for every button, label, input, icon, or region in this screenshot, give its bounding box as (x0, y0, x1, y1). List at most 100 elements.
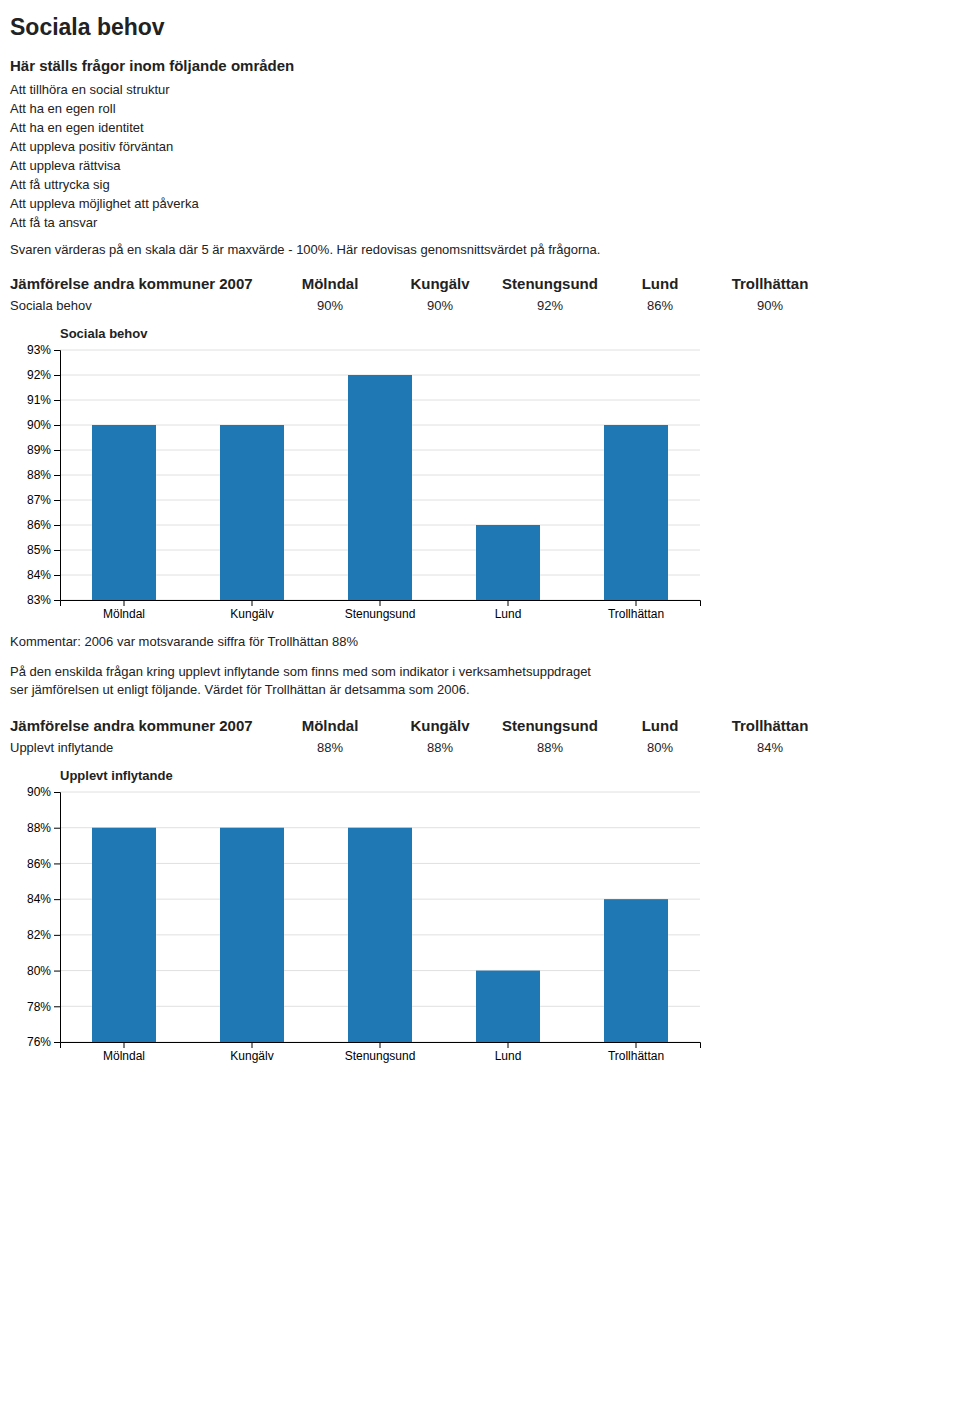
bar (92, 828, 156, 1042)
x-tick-label: Mölndal (103, 1049, 145, 1063)
y-tick: 84% (27, 892, 60, 906)
x-tick-mark (380, 1042, 381, 1048)
table-row-label: Sociala behov (10, 298, 92, 313)
intro-item: Att få ta ansvar (10, 215, 98, 230)
x-axis: Mölndal Kungälv Stenungsund Lund Trollhättan (61, 1042, 701, 1063)
table-cell: 88% (427, 740, 453, 755)
y-tick: 88% (27, 468, 60, 482)
y-tick-mark (54, 450, 60, 451)
bar (92, 425, 156, 600)
comment: Kommentar: 2006 var motsvarande siffra f… (10, 634, 358, 649)
x-tick-label: Lund (495, 607, 522, 621)
table-header: Jämförelse andra kommuner 2007 (10, 275, 253, 292)
bars (92, 375, 668, 600)
table-cell: 84% (757, 740, 783, 755)
x-tick-label: Stenungsund (345, 1049, 416, 1063)
x-tick: Mölndal (103, 600, 145, 621)
y-tick-label: 92% (27, 368, 51, 382)
y-tick: 90% (27, 785, 60, 799)
table-cell: 88% (317, 740, 343, 755)
y-tick-mark (54, 575, 60, 576)
grid-line (60, 792, 700, 793)
chart: Upplevt inflytande76%78%80%82%84%86%88%9… (27, 768, 701, 1063)
y-tick-mark (54, 935, 60, 936)
x-axis-line (61, 601, 701, 607)
page-title: Sociala behov (10, 14, 165, 40)
y-tick-mark (54, 550, 60, 551)
y-tick-label: 88% (27, 821, 51, 835)
y-tick: 90% (27, 418, 60, 432)
x-tick-mark (252, 1042, 253, 1048)
y-tick: 80% (27, 964, 60, 978)
bar (348, 828, 412, 1042)
y-tick-label: 90% (27, 785, 51, 799)
intro-item: Att tillhöra en social struktur (10, 82, 170, 97)
intro-item: Att uppleva rättvisa (10, 158, 121, 173)
intro-item: Att ha en egen identitet (10, 120, 144, 135)
table-row-label: Upplevt inflytande (10, 740, 113, 755)
y-tick-mark (54, 792, 60, 793)
x-tick: Lund (495, 1042, 522, 1063)
y-tick-label: 85% (27, 543, 51, 557)
y-axis-line (54, 793, 61, 1043)
x-tick-label: Trollhättan (608, 607, 664, 621)
x-tick: Stenungsund (345, 600, 416, 621)
chart-title: Sociala behov (60, 326, 148, 341)
table-cell: 90% (427, 298, 453, 313)
table-column: Stenungsund (502, 275, 598, 292)
x-axis-line (61, 1043, 701, 1049)
x-tick-mark (636, 600, 637, 606)
intro-heading: Här ställs frågor inom följande områden (10, 57, 294, 74)
table-cell: 86% (647, 298, 673, 313)
y-tick-label: 78% (27, 1000, 51, 1014)
y-tick-mark (54, 425, 60, 426)
intro-item: Att uppleva positiv förväntan (10, 139, 173, 154)
y-tick-mark (54, 971, 60, 972)
bar (348, 375, 412, 600)
y-axis: 76%78%80%82%84%86%88%90% (27, 785, 61, 1049)
y-tick-label: 83% (27, 593, 51, 607)
y-tick-label: 84% (27, 568, 51, 582)
x-tick-mark (124, 600, 125, 606)
y-tick-label: 91% (27, 393, 51, 407)
x-tick-mark (252, 600, 253, 606)
x-axis: Mölndal Kungälv Stenungsund Lund Trollhättan (61, 600, 701, 621)
body-text: På den enskilda frågan kring upplevt inf… (10, 664, 591, 679)
table-column: Kungälv (410, 275, 470, 292)
x-tick: Kungälv (230, 600, 273, 621)
y-tick: 76% (27, 1035, 60, 1049)
bars (92, 828, 668, 1042)
y-tick-label: 76% (27, 1035, 51, 1049)
y-tick-mark (54, 828, 60, 829)
body-text: ser jämförelsen ut enligt följande. Värd… (10, 682, 470, 697)
intro-item: Att ha en egen roll (10, 101, 116, 116)
y-tick-mark (54, 899, 60, 900)
y-tick-mark (54, 350, 60, 351)
y-tick-mark (54, 863, 60, 864)
x-tick-label: Trollhättan (608, 1049, 664, 1063)
y-tick: 91% (27, 393, 60, 407)
y-tick-label: 90% (27, 418, 51, 432)
x-tick-label: Kungälv (230, 607, 273, 621)
x-tick: Mölndal (103, 1042, 145, 1063)
y-tick-mark (54, 525, 60, 526)
x-tick-label: Stenungsund (345, 607, 416, 621)
x-tick-label: Lund (495, 1049, 522, 1063)
y-tick-mark (54, 475, 60, 476)
table-column: Trollhättan (732, 717, 809, 734)
y-tick-label: 93% (27, 343, 51, 357)
y-tick-label: 86% (27, 518, 51, 532)
x-tick-mark (508, 600, 509, 606)
y-tick-label: 82% (27, 928, 51, 942)
table-cell: 90% (317, 298, 343, 313)
grid (60, 792, 700, 1042)
x-tick-label: Mölndal (103, 607, 145, 621)
bar (476, 971, 540, 1042)
bar (476, 525, 540, 600)
y-tick: 82% (27, 928, 60, 942)
x-tick: Kungälv (230, 1042, 273, 1063)
x-tick-mark (124, 1042, 125, 1048)
table-column: Mölndal (302, 717, 359, 734)
x-tick-mark (508, 1042, 509, 1048)
intro-item: Att få uttrycka sig (10, 177, 110, 192)
